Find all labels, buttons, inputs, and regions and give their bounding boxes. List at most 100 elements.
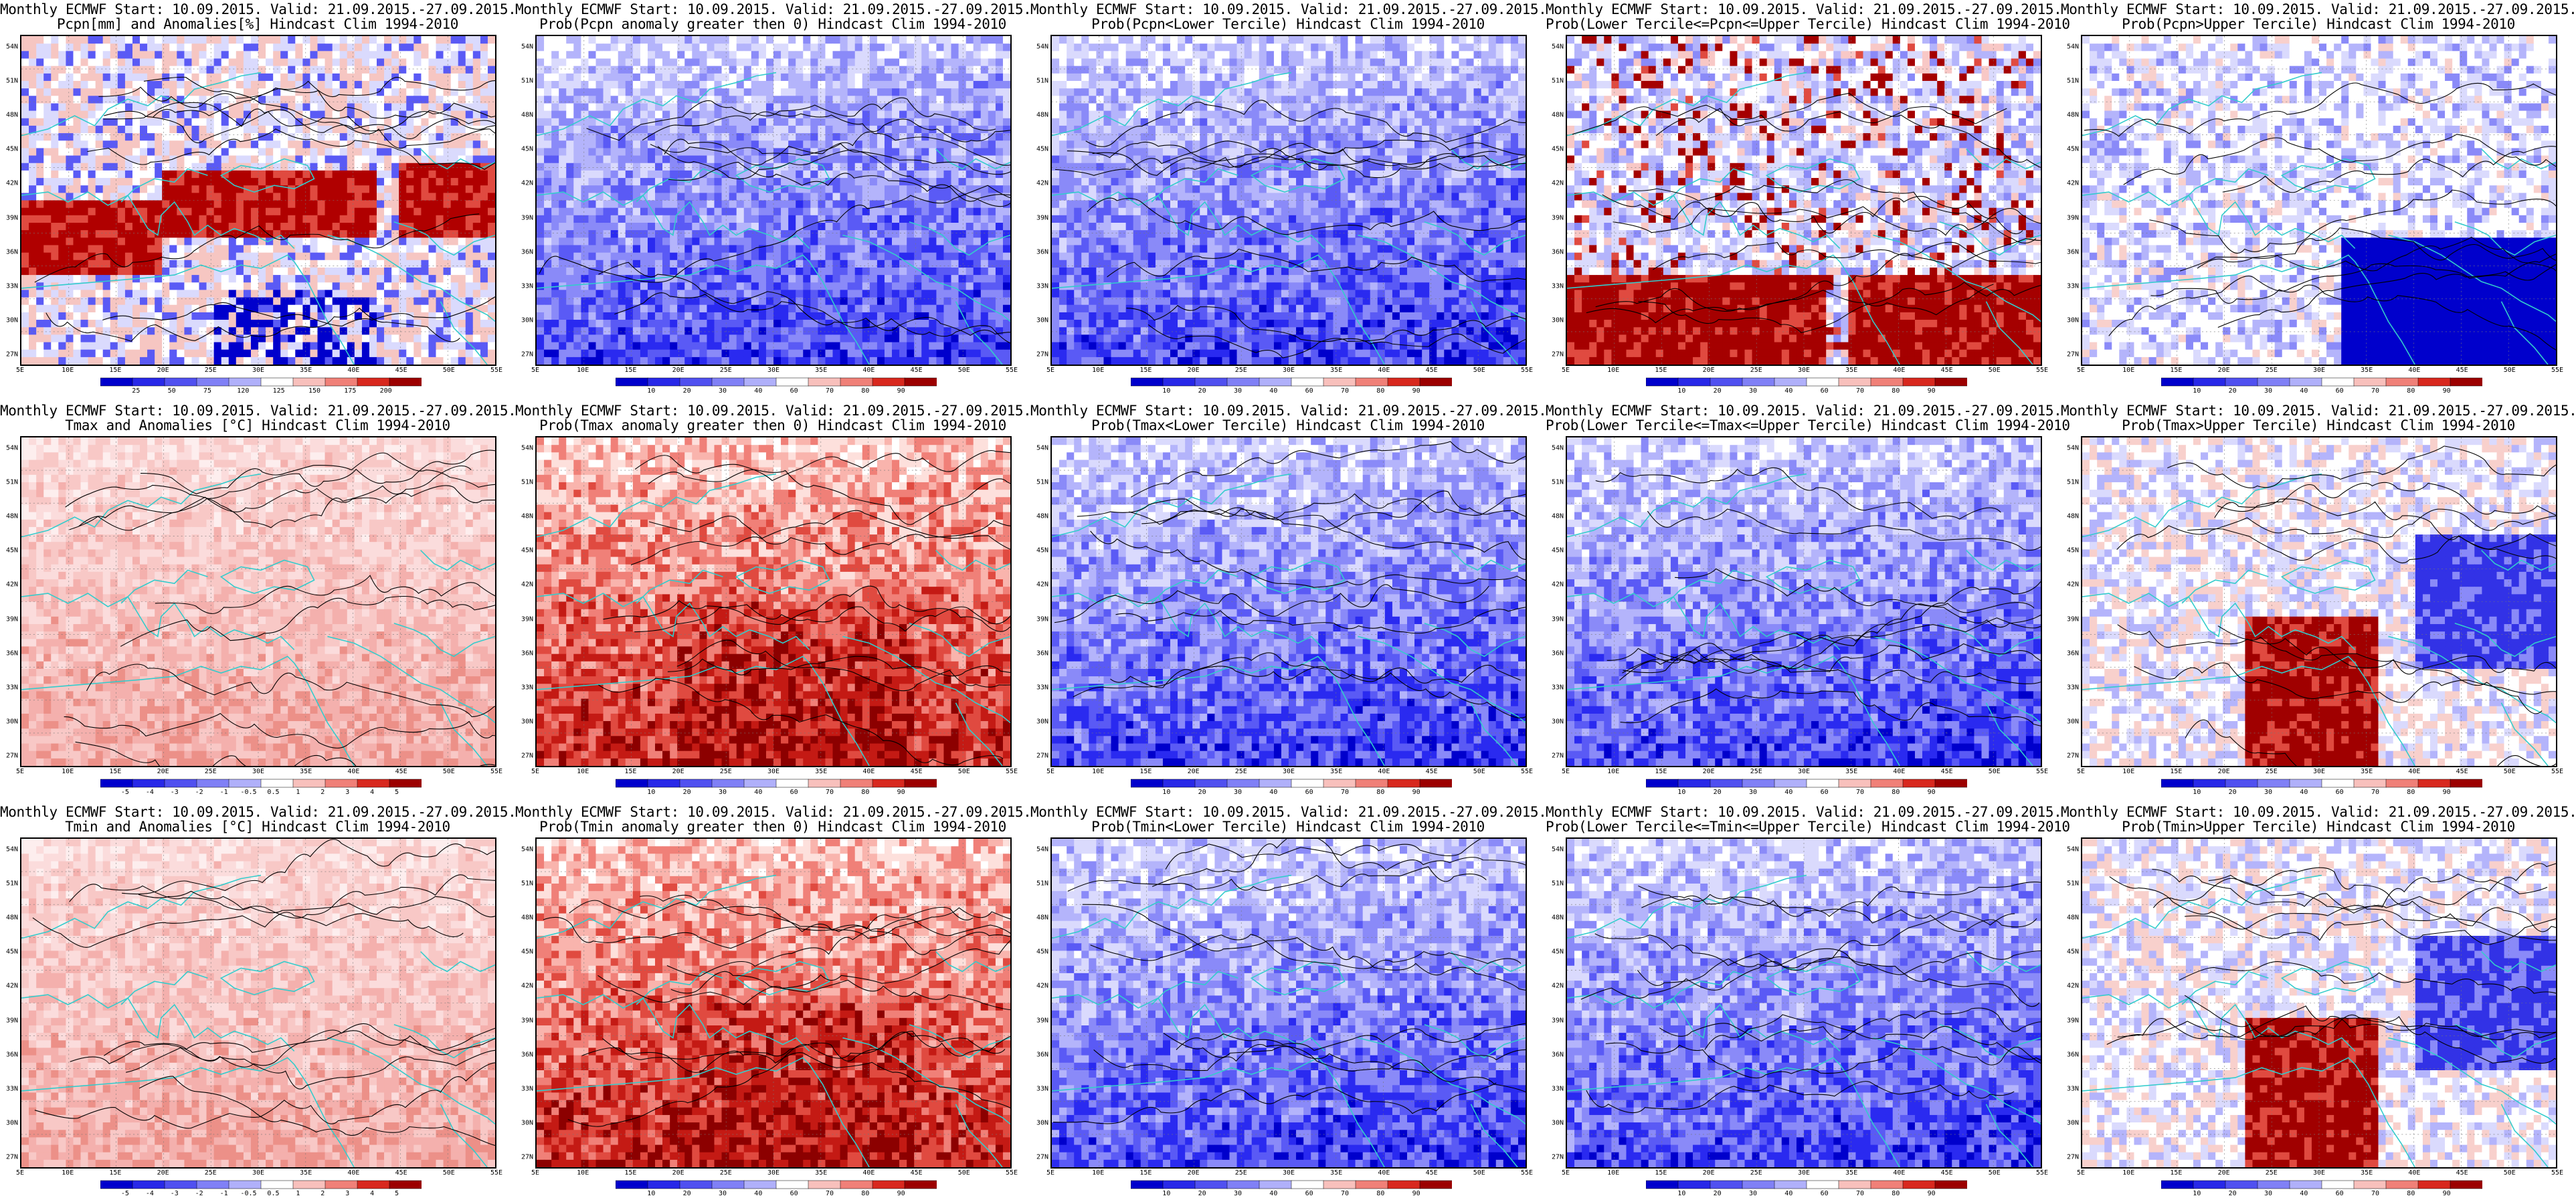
colorbar-tick-label: 80 [2407, 1190, 2415, 1197]
latitude-label: 39N [521, 1017, 533, 1024]
latitude-label: 42N [1552, 581, 1564, 589]
colorbar-swatches [1646, 1180, 1967, 1189]
latitude-label: 36N [1552, 649, 1564, 657]
colorbar-tick-label: 20 [2229, 789, 2237, 796]
longitude-label: 50E [443, 1169, 455, 1177]
latitude-label: 30N [6, 718, 18, 725]
longitude-label: 20E [1703, 768, 1715, 775]
colorbar-tick-label: 10 [647, 789, 655, 796]
colorbar-tick-label: 30 [2264, 387, 2272, 395]
colorbar-tick-label: -4 [146, 1190, 154, 1197]
latitude-label: 54N [1552, 43, 1564, 51]
longitude-label: 40E [2408, 1169, 2420, 1177]
longitude-label: 30E [1283, 1169, 1295, 1177]
panel-title-line2: Prob(Tmax anomaly greater then 0) Hindca… [515, 417, 1030, 433]
map-field [1567, 437, 2041, 766]
latitude-label: 33N [521, 1085, 533, 1092]
forecast-panel: Monthly ECMWF Start: 10.09.2015. Valid: … [1546, 0, 2070, 401]
forecast-panel: Monthly ECMWF Start: 10.09.2015. Valid: … [0, 803, 517, 1204]
colorbar-tick-label: 60 [2336, 1190, 2344, 1197]
map-frame [1050, 436, 1527, 767]
longitude-labels: 5E 10E 15E 20E 25E 30E 35E 40E 45E 50E 55E [531, 768, 1018, 777]
colorbar-swatches [2161, 779, 2482, 788]
map-field [21, 36, 495, 365]
latitude-label: 39N [2067, 214, 2079, 221]
longitude-label: 5E [16, 1169, 24, 1177]
longitude-label: 5E [1046, 768, 1054, 775]
map-field [2082, 839, 2556, 1167]
longitude-label: 20E [157, 367, 169, 374]
panel-title-line1: Monthly ECMWF Start: 10.09.2015. Valid: … [2061, 1, 2576, 17]
longitude-label: 35E [1330, 768, 1342, 775]
longitude-label: 50E [2504, 367, 2516, 374]
map-field [2082, 437, 2556, 766]
longitude-label: 35E [1845, 367, 1857, 374]
colorbar-ticks: 10 20 30 40 60 70 80 90 [2161, 789, 2482, 798]
longitude-label: 50E [1989, 1169, 2001, 1177]
latitude-label: 42N [521, 581, 533, 589]
latitude-label: 39N [6, 615, 18, 623]
longitude-label: 5E [531, 367, 539, 374]
longitude-label: 55E [2551, 1169, 2563, 1177]
colorbar-tick-label: 5 [395, 789, 399, 796]
colorbar-tick-label: -2 [195, 789, 203, 796]
colorbar-tick-label: 20 [1198, 789, 1206, 796]
latitude-label: 36N [2067, 1051, 2079, 1058]
colorbar-tick-label: 70 [2371, 387, 2379, 395]
colorbar [2161, 377, 2482, 387]
colorbar [2161, 1179, 2482, 1190]
latitude-label: 33N [6, 1085, 18, 1092]
longitude-label: 35E [1845, 1169, 1857, 1177]
colorbar [616, 1179, 937, 1190]
latitude-label: 42N [6, 180, 18, 187]
map-field [1052, 36, 1526, 365]
latitude-label: 39N [1036, 1017, 1048, 1024]
longitude-label: 10E [1092, 768, 1104, 775]
longitude-labels: 5E 10E 15E 20E 25E 30E 35E 40E 45E 50E 55E [2077, 1169, 2563, 1179]
colorbar-ticks: 10 20 30 40 60 70 80 90 [1131, 789, 1452, 798]
longitude-label: 50E [1473, 367, 1485, 374]
longitude-label: 55E [2551, 367, 2563, 374]
longitude-label: 35E [2361, 768, 2373, 775]
longitude-label: 35E [300, 768, 312, 775]
latitude-label: 54N [521, 43, 533, 51]
latitude-label: 30N [2067, 718, 2079, 725]
latitude-label: 54N [1552, 846, 1564, 854]
longitude-label: 25E [2266, 768, 2278, 775]
panel-title-line2: Prob(Lower Tercile<=Tmax<=Upper Tercile)… [1546, 417, 2070, 433]
latitude-label: 42N [6, 581, 18, 589]
map-frame [535, 35, 1012, 366]
colorbar [1646, 778, 1967, 789]
longitude-label: 35E [2361, 367, 2373, 374]
colorbar-tick-label: 30 [1234, 789, 1242, 796]
longitude-labels: 5E 10E 15E 20E 25E 30E 35E 40E 45E 50E 55E [1046, 768, 1533, 777]
colorbar-tick-label: 80 [1376, 387, 1384, 395]
latitude-label: 51N [521, 880, 533, 888]
latitude-label: 36N [1036, 649, 1048, 657]
colorbar-tick-label: 90 [1412, 789, 1420, 796]
longitude-label: 30E [1283, 768, 1295, 775]
longitude-label: 5E [1562, 1169, 1570, 1177]
latitude-labels: 54N 51N 48N 45N 42N 39N 36N 33N 30N 27N [0, 436, 20, 767]
longitude-label: 10E [577, 367, 589, 374]
longitude-label: 25E [205, 768, 217, 775]
longitude-label: 20E [2218, 367, 2230, 374]
longitude-label: 25E [1750, 768, 1762, 775]
colorbar-tick-label: 10 [1162, 789, 1170, 796]
colorbar-swatches [616, 779, 937, 788]
latitude-label: 45N [1552, 547, 1564, 555]
colorbar-tick-label: 80 [2407, 789, 2415, 796]
latitude-label: 27N [1552, 752, 1564, 760]
colorbar-tick-label: 10 [2193, 789, 2201, 796]
latitude-label: 48N [6, 112, 18, 119]
panel-title-line2: Tmax and Anomalies [°C] Hindcast Clim 19… [0, 417, 515, 433]
latitude-labels: 54N 51N 48N 45N 42N 39N 36N 33N 30N 27N [1546, 35, 1566, 366]
colorbar-tick-label: 3 [345, 1190, 349, 1197]
colorbar-tick-label: 30 [1234, 387, 1242, 395]
colorbar-swatches [100, 377, 422, 387]
latitude-label: 30N [2067, 316, 2079, 324]
panel-title-line1: Monthly ECMWF Start: 10.09.2015. Valid: … [1030, 403, 1547, 419]
latitude-labels: 54N 51N 48N 45N 42N 39N 36N 33N 30N 27N [1546, 837, 1566, 1169]
longitude-label: 25E [1235, 367, 1247, 374]
colorbar-ticks: 25 50 75 120 125 150 175 200 [100, 387, 422, 397]
